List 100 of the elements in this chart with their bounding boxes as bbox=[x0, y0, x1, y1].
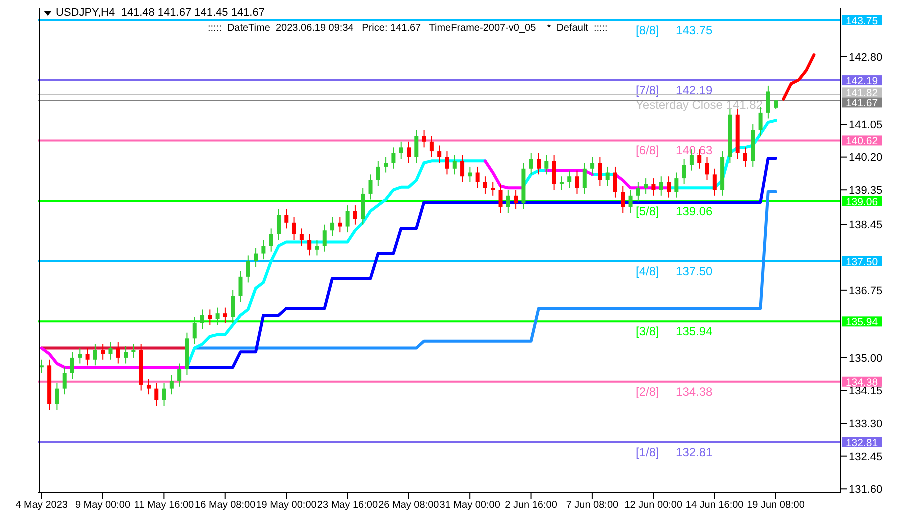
candlestick bbox=[238, 270, 243, 303]
x-tick-label: 23 May 16:00 bbox=[317, 500, 378, 512]
x-tick-label: 2 Jun 16:00 bbox=[505, 500, 558, 512]
text: 141.82 bbox=[846, 88, 878, 100]
line-series bbox=[782, 54, 816, 101]
candlestick bbox=[537, 152, 542, 176]
y-tick-label: 138.45 bbox=[849, 220, 883, 232]
x-tick-label: 14 Jun 16:00 bbox=[686, 500, 744, 512]
candlestick bbox=[315, 240, 320, 256]
candlestick bbox=[146, 378, 151, 396]
candlestick bbox=[86, 348, 90, 366]
x-tick-label: 19 Jun 08:00 bbox=[747, 500, 806, 512]
candlestick bbox=[384, 156, 388, 174]
candlestick bbox=[124, 346, 128, 364]
candlestick bbox=[712, 168, 717, 196]
text: 142.19 bbox=[846, 76, 878, 88]
ref-line-label: [2/8] 134.38 bbox=[636, 384, 714, 399]
text: 141.67 bbox=[846, 98, 878, 110]
candlestick bbox=[170, 374, 174, 396]
ref-line-label: [1/8] 132.81 bbox=[636, 445, 714, 460]
candlestick bbox=[269, 228, 274, 252]
y-tick-label: 136.75 bbox=[849, 285, 883, 298]
candlestick bbox=[276, 208, 281, 241]
candlestick bbox=[62, 367, 67, 396]
y-tick-label: 141.05 bbox=[849, 119, 883, 132]
candlestick bbox=[544, 154, 549, 176]
candlestick bbox=[208, 309, 212, 326]
candlestick bbox=[162, 382, 166, 407]
x-tick-label: 4 May 2023 bbox=[16, 500, 68, 512]
candlestick bbox=[422, 130, 426, 148]
x-tick-label: 11 May 16:00 bbox=[134, 500, 195, 512]
candlestick bbox=[101, 344, 106, 360]
text: 140.62 bbox=[846, 136, 878, 148]
candlestick bbox=[483, 176, 488, 194]
y-tick-label: 139.35 bbox=[849, 185, 883, 198]
candlestick bbox=[353, 205, 358, 226]
candlestick bbox=[300, 228, 304, 247]
candlestick bbox=[376, 160, 380, 187]
candlestick bbox=[452, 154, 457, 176]
candlestick bbox=[216, 307, 220, 326]
candlestick bbox=[575, 170, 580, 194]
candlestick bbox=[116, 342, 120, 364]
candlestick bbox=[200, 309, 205, 330]
text: 135.94 bbox=[846, 316, 878, 329]
candlestick bbox=[78, 348, 82, 364]
candlestick bbox=[498, 184, 503, 214]
x-tick-label: 12 Jun 00:00 bbox=[624, 500, 683, 512]
candlestick bbox=[468, 166, 472, 183]
candlestick bbox=[223, 307, 228, 324]
x-tick-label: 7 Jun 08:00 bbox=[566, 500, 620, 512]
candlestick bbox=[132, 344, 136, 358]
candlestick bbox=[93, 344, 98, 366]
candlestick bbox=[613, 166, 618, 198]
candlestick bbox=[644, 178, 648, 194]
candlestick bbox=[368, 174, 373, 200]
candlestick bbox=[154, 382, 159, 407]
candlestick bbox=[262, 240, 266, 260]
candlestick bbox=[582, 162, 587, 194]
ref-line-label: [8/8] 143.75 bbox=[636, 23, 714, 38]
candlestick bbox=[598, 156, 602, 187]
candlestick bbox=[246, 255, 250, 284]
candlestick bbox=[667, 176, 672, 198]
candlestick bbox=[766, 85, 770, 120]
candlestick bbox=[438, 145, 442, 164]
candlestick bbox=[621, 186, 626, 214]
candlestick bbox=[108, 342, 113, 360]
y-tick-label: 133.30 bbox=[849, 418, 883, 430]
candlestick bbox=[743, 147, 748, 168]
candlestick bbox=[506, 190, 510, 214]
candlestick bbox=[560, 176, 564, 191]
candlestick bbox=[292, 216, 296, 241]
candlestick bbox=[322, 224, 327, 252]
candlestick bbox=[636, 182, 640, 202]
candlestick bbox=[476, 166, 480, 189]
ref-line-label: [3/8] 135.94 bbox=[636, 324, 714, 339]
line-series bbox=[193, 190, 778, 350]
candlestick bbox=[178, 363, 182, 388]
candlestick bbox=[338, 216, 342, 234]
x-tick-label: 31 May 00:00 bbox=[440, 500, 501, 512]
candlestick bbox=[491, 182, 496, 196]
candlestick bbox=[254, 247, 258, 268]
x-tick-label: 26 May 08:00 bbox=[378, 500, 440, 512]
y-tick-label: 140.20 bbox=[849, 152, 883, 164]
candlestick bbox=[529, 152, 534, 176]
candlestick bbox=[659, 176, 664, 196]
candlestick bbox=[460, 154, 465, 183]
candlestick bbox=[552, 154, 556, 191]
y-tick-label: 132.45 bbox=[849, 451, 883, 464]
candlestick bbox=[55, 382, 60, 411]
candlestick bbox=[231, 290, 236, 324]
candlestick bbox=[330, 216, 335, 237]
candlestick bbox=[40, 359, 44, 374]
candlestick bbox=[674, 172, 679, 198]
x-tick-label: 9 May 00:00 bbox=[75, 500, 131, 512]
candlestick bbox=[682, 158, 686, 185]
ref-line-label: Yesterday Close 141.82 bbox=[636, 98, 764, 112]
candlestick bbox=[414, 130, 419, 164]
candlestick bbox=[70, 352, 74, 380]
text: 137.50 bbox=[846, 256, 878, 268]
ref-line-label: [6/8] 140.63 bbox=[636, 144, 714, 158]
